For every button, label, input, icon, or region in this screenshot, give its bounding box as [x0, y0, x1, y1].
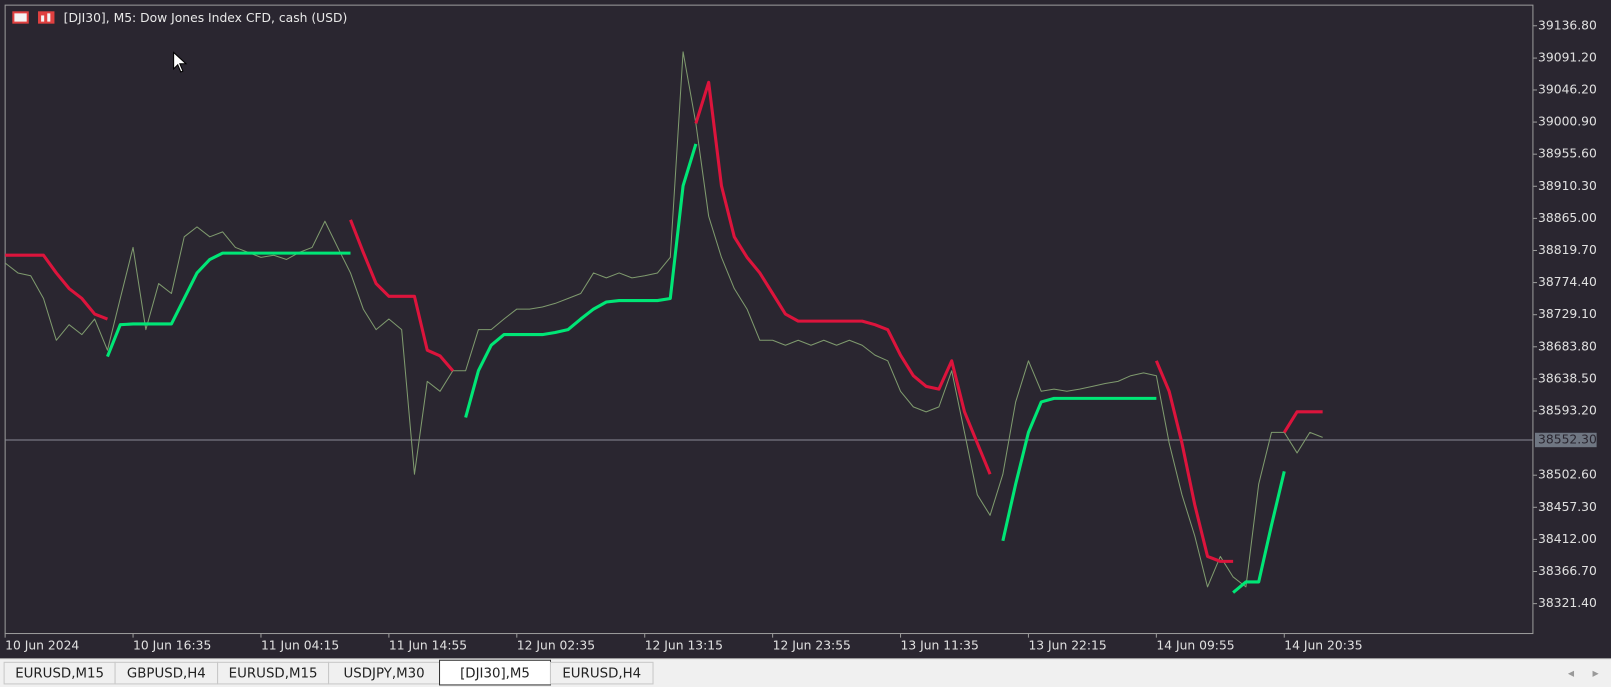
mouse-cursor: [173, 51, 188, 73]
current-price-label: 38552.30: [1538, 432, 1597, 446]
y-tick-label: 38502.60: [1538, 468, 1597, 482]
y-tick-label: 38819.70: [1538, 243, 1597, 257]
x-tick-label: 11 Jun 14:55: [389, 638, 467, 652]
chart-background: [0, 0, 1611, 659]
tab-label[interactable]: GBPUSD,H4: [127, 667, 206, 682]
icon: [47, 13, 51, 22]
current-price-box: [1534, 432, 1597, 448]
x-tick-label: 12 Jun 23:55: [773, 638, 851, 652]
y-tick-label: 38412.00: [1538, 532, 1597, 546]
tabs: EURUSD,M15 GBPUSD,H4 EURUSD,M15 USDJPY,M30 […: [3, 659, 654, 686]
tab[interactable]: [549, 661, 654, 685]
chart-title: [DJI30], M5: Dow Jones Index CFD, cash (…: [64, 11, 348, 25]
x-tick-label: 13 Jun 11:35: [901, 638, 979, 652]
y-tick-label: 39091.20: [1538, 51, 1597, 65]
tab-label[interactable]: EURUSD,H4: [562, 667, 641, 682]
y-tick-label: 38910.30: [1538, 179, 1597, 193]
y-tick-label: 39046.20: [1538, 82, 1597, 96]
y-tick-label: 39136.80: [1538, 18, 1597, 32]
y-tick-label: 38638.50: [1538, 371, 1597, 385]
icon: [41, 15, 45, 22]
x-tick-label: 11 Jun 04:15: [261, 638, 339, 652]
series-line: [106, 143, 1286, 594]
y-tick-label: 38366.70: [1538, 564, 1597, 578]
x-tick-label: 10 Jun 2024: [5, 638, 79, 652]
y-tick-label: 38683.80: [1538, 339, 1597, 353]
y-tick-label: 38729.10: [1538, 307, 1597, 321]
x-tick-label: 10 Jun 16:35: [133, 638, 211, 652]
series-line: [4, 51, 1323, 588]
y-tick-label: 39000.90: [1538, 115, 1597, 129]
plot-frame: [4, 4, 1534, 635]
y-tick-label: 38321.40: [1538, 596, 1597, 610]
tab-label[interactable]: USDJPY,M30: [343, 667, 424, 682]
y-tick-label: 38457.30: [1538, 500, 1597, 514]
x-tick-label: 12 Jun 13:15: [645, 638, 723, 652]
series-line: [5, 80, 1323, 563]
x-tick-label: 13 Jun 22:15: [1028, 638, 1106, 652]
tab[interactable]: [439, 659, 552, 686]
y-tick-label: 38955.60: [1538, 147, 1597, 161]
tab-label[interactable]: EURUSD,M15: [15, 667, 104, 682]
tab-label[interactable]: [DJI30],M5: [460, 667, 530, 682]
y-tick-label: 38865.00: [1538, 211, 1597, 225]
scroll-right[interactable]: ▸: [1593, 666, 1600, 680]
x-tick-label: 14 Jun 20:35: [1284, 638, 1362, 652]
y-tick-label: 38593.20: [1538, 403, 1597, 417]
icon: [14, 13, 27, 22]
tab-label[interactable]: EURUSD,M15: [229, 667, 318, 682]
x-tick-label: 12 Jun 02:35: [517, 638, 595, 652]
y-tick-label: 38774.40: [1538, 275, 1597, 289]
scroll-left[interactable]: ◂: [1568, 666, 1575, 680]
icon: [38, 11, 55, 24]
chart-icons: [12, 11, 55, 24]
x-tick-label: 14 Jun 09:55: [1156, 638, 1234, 652]
